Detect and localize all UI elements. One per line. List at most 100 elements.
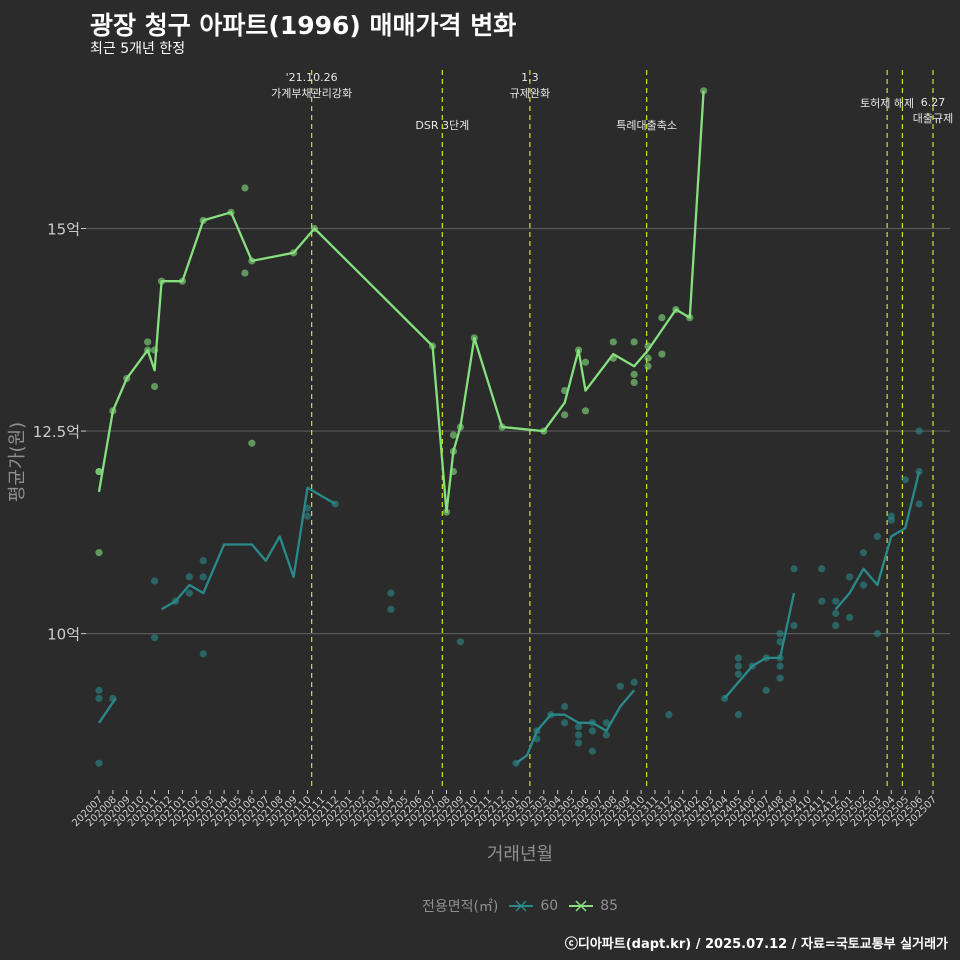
data-point-85: [581, 407, 590, 415]
data-point-60: [561, 719, 569, 727]
data-point-60: [873, 532, 882, 541]
data-point-60: [832, 609, 840, 617]
legend-item-60: 60: [508, 898, 558, 914]
data-point-60: [95, 694, 103, 703]
y-axis-label: 평균가(원): [7, 421, 28, 503]
data-point-60: [776, 638, 784, 646]
event-date-label: '21.10.26: [286, 71, 338, 84]
data-point-85: [95, 467, 103, 476]
y-tick-label: 15억: [47, 221, 80, 239]
series-line-60: [161, 486, 336, 611]
data-point-85: [241, 184, 249, 192]
series-line-60: [834, 471, 921, 611]
data-point-85: [449, 431, 458, 439]
data-point-60: [602, 731, 610, 739]
data-point-60: [846, 573, 854, 581]
data-point-60: [887, 516, 895, 524]
data-point-60: [95, 759, 103, 767]
data-point-60: [915, 500, 923, 508]
data-point-60: [561, 702, 569, 711]
data-point-60: [818, 597, 826, 605]
data-point-60: [776, 662, 784, 670]
legend-label-60: 60: [540, 898, 559, 914]
data-point-60: [818, 565, 826, 573]
data-point-85: [658, 350, 666, 358]
data-point-60: [588, 727, 597, 735]
data-point-60: [790, 621, 798, 630]
data-point-60: [574, 723, 583, 731]
legend-item-85: 85: [568, 898, 618, 914]
series-line-60: [515, 689, 635, 765]
data-point-85: [644, 362, 652, 370]
data-point-60: [151, 634, 159, 642]
data-point-85: [630, 338, 638, 346]
series-85: [95, 87, 708, 557]
data-point-60: [859, 549, 868, 557]
data-point-60: [630, 678, 638, 686]
legend: 전용면적(㎡) 60 85: [0, 896, 960, 916]
chart-subtitle: 최근 5개년 한정: [90, 41, 186, 57]
data-point-85: [630, 378, 638, 387]
data-point-85: [144, 338, 152, 346]
event-name-label: 가계부채관리강화: [271, 87, 352, 100]
series-line-60: [98, 697, 117, 724]
data-point-85: [561, 411, 569, 419]
data-point-85: [609, 338, 617, 346]
y-tick-label: 12.5억: [33, 423, 80, 441]
data-point-60: [832, 621, 840, 630]
data-point-60: [665, 711, 673, 719]
data-point-60: [734, 662, 743, 670]
y-axis-label-box: 평균가(원): [4, 422, 28, 502]
data-point-60: [734, 670, 743, 678]
data-point-60: [185, 589, 193, 597]
data-point-60: [199, 650, 207, 658]
series-60: [95, 427, 923, 767]
legend-swatch-85: [569, 900, 594, 912]
data-point-60: [846, 613, 854, 622]
data-point-85: [248, 439, 256, 447]
data-point-60: [915, 427, 923, 435]
y-tick-label: 10억: [47, 626, 80, 644]
data-point-85: [581, 358, 590, 366]
data-point-60: [95, 686, 103, 694]
data-point-60: [602, 719, 610, 727]
data-point-85: [630, 370, 638, 378]
data-point-85: [644, 354, 652, 362]
data-point-60: [303, 512, 312, 520]
data-point-60: [199, 557, 207, 565]
legend-label-85: 85: [600, 898, 619, 914]
data-point-60: [873, 630, 882, 638]
y-axis-tick-labels: 10억 12.5억 15억: [33, 221, 80, 644]
data-point-60: [199, 573, 207, 581]
event-name-label: 대출규제: [913, 112, 953, 125]
data-point-60: [762, 686, 770, 694]
data-point-60: [185, 573, 193, 581]
event-name-label: 규제완화: [510, 87, 550, 100]
data-point-60: [734, 654, 743, 662]
legend-title: 전용면적(㎡): [421, 899, 499, 915]
data-point-85: [95, 549, 103, 557]
data-point-60: [790, 565, 798, 573]
data-point-60: [859, 581, 868, 589]
event-date-label: 1.3: [521, 71, 539, 84]
data-point-60: [574, 739, 583, 747]
event-name-label: 토허제 해제: [860, 96, 914, 110]
data-point-85: [658, 314, 666, 322]
series-line-85: [97, 90, 705, 514]
chart-title: 광장 청구 아파트(1996) 매매가격 변화: [90, 11, 517, 40]
data-point-85: [241, 269, 249, 277]
data-point-85: [151, 382, 159, 391]
legend-swatch-60: [509, 900, 534, 912]
data-point-60: [387, 589, 395, 597]
series-layer: [95, 87, 923, 767]
data-point-60: [734, 711, 743, 719]
event-date-label: 6.27: [921, 96, 946, 109]
data-point-60: [776, 674, 784, 682]
data-point-60: [588, 747, 597, 755]
series-line-60: [723, 592, 796, 700]
data-point-60: [776, 630, 784, 638]
event-name-label: DSR 3단계: [415, 119, 469, 132]
source-caption: ⓒ디아파트(dapt.kr) / 2025.07.12 / 자료=국토교통부 실…: [564, 937, 948, 952]
data-point-60: [616, 682, 624, 690]
